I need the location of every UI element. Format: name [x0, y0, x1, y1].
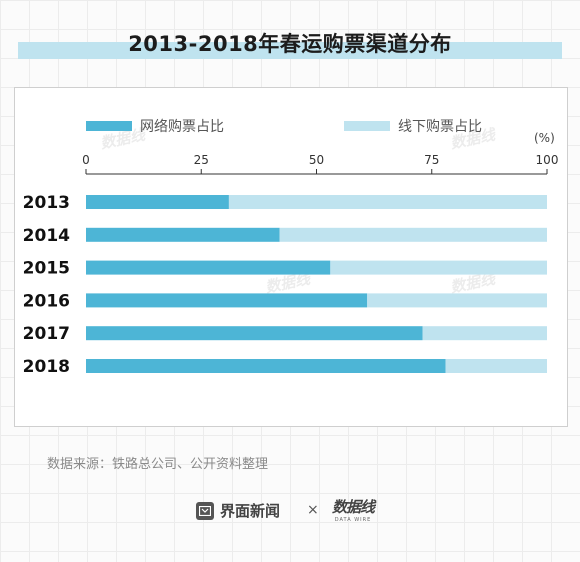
brand-jiemian-label: 界面新闻: [220, 502, 281, 520]
bar-online: [86, 326, 423, 341]
bar-online: [86, 359, 446, 373]
brand-shujuxian-sub: DATA WIRE: [334, 517, 372, 523]
brand-jiemian: 界面新闻: [196, 500, 280, 521]
brand-shujuxian-logo: 数据线: [332, 498, 375, 516]
source-note: 数据来源：铁路总公司、公开资料整理: [47, 457, 269, 472]
bar-offline: [422, 326, 547, 341]
legend-online-swatch: [86, 121, 132, 131]
bar-offline: [279, 227, 547, 242]
x-tick-label: 75: [424, 153, 439, 167]
bar-offline: [445, 359, 547, 373]
category-label: 2015: [23, 259, 70, 279]
axis-unit: (%): [534, 131, 555, 145]
bar-online: [86, 293, 368, 308]
x-tick-label: 25: [194, 153, 209, 167]
legend-offline-swatch: [344, 121, 390, 131]
bar-offline: [367, 293, 547, 308]
bar-online: [86, 227, 280, 242]
title-band: [18, 42, 562, 59]
chart-title: 2013-2018年春运购票渠道分布: [128, 32, 452, 56]
bar-online: [86, 260, 331, 275]
category-label: 2018: [23, 357, 70, 377]
category-label: 2016: [23, 291, 70, 311]
legend-offline: 线下购票占比: [344, 116, 482, 136]
x-tick-label: 0: [82, 153, 90, 167]
legend-offline-label: 线下购票占比: [398, 119, 482, 135]
bar-offline: [330, 260, 547, 275]
brand-shujuxian: 数据线 DATA WIRE: [332, 496, 375, 523]
bar-offline: [228, 195, 547, 209]
x-tick-label: 50: [309, 153, 324, 167]
legend-online-label: 网络购票占比: [140, 119, 224, 135]
category-label: 2017: [23, 324, 70, 344]
jiemian-logo-icon: [196, 501, 214, 520]
x-tick-label: 100: [536, 153, 559, 167]
category-label: 2013: [23, 193, 70, 213]
legend-online: 网络购票占比: [86, 116, 224, 136]
brand-separator: ×: [307, 502, 319, 518]
category-label: 2014: [23, 226, 70, 246]
bar-online: [86, 195, 229, 209]
